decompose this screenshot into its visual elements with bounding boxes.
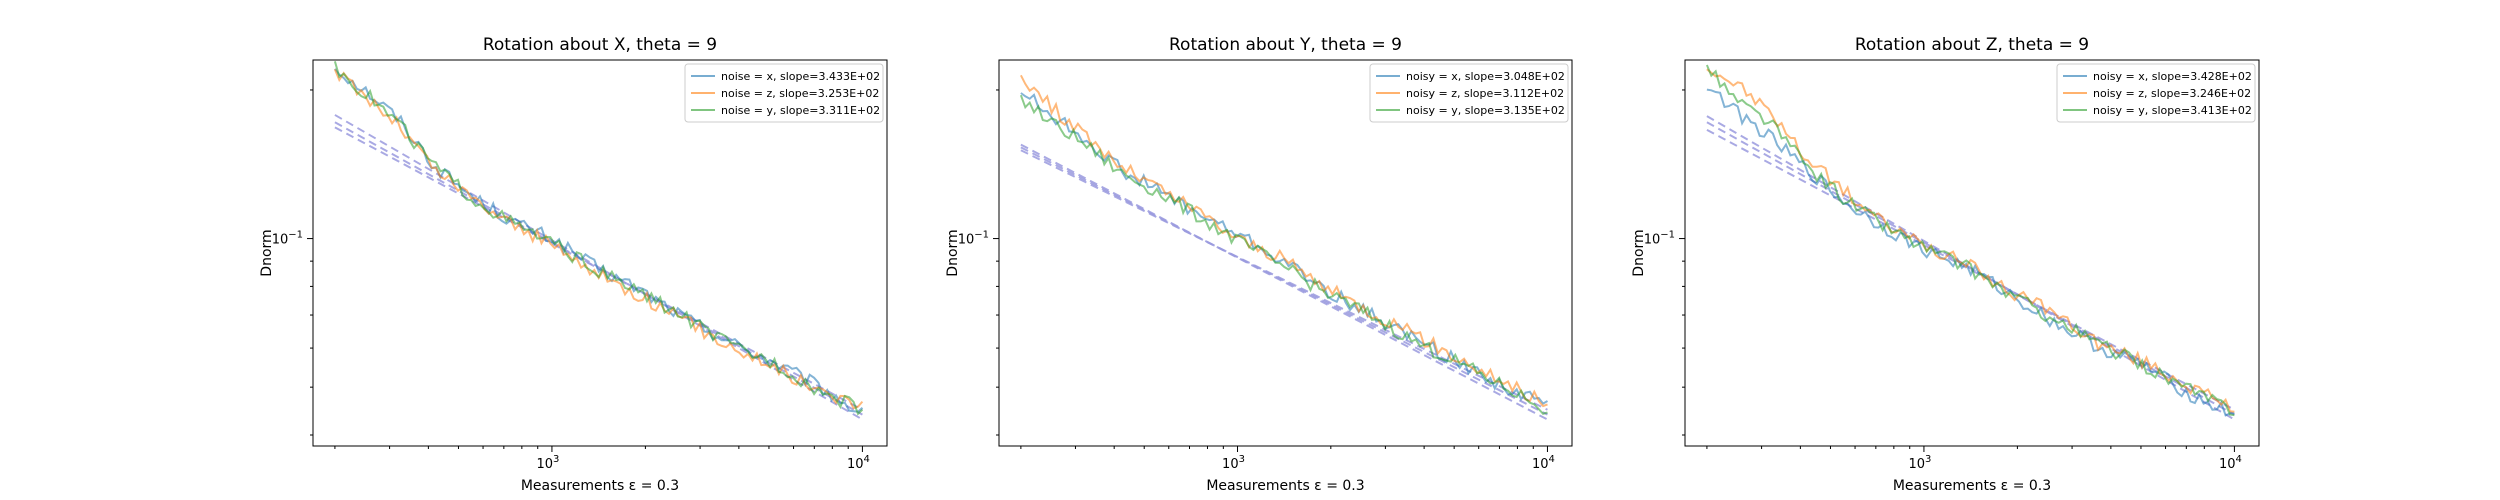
x-tick-label: 103	[1222, 454, 1245, 472]
x-axis-label: Measurements ε = 0.3	[1206, 478, 1364, 494]
series-line-3	[333, 61, 864, 416]
legend-entry: noisy = x, slope=3.048E+02	[1406, 70, 1565, 83]
chart-title: Rotation about Z, theta = 9	[1855, 35, 2089, 55]
legend-box	[2056, 63, 2256, 123]
x-tick-label: 104	[1532, 454, 1555, 472]
y-tick-label: 10−1	[272, 230, 303, 248]
series-line-2	[1020, 74, 1548, 408]
legend-entry: noisy = y, slope=3.135E+02	[1406, 104, 1565, 117]
legend-box	[684, 63, 884, 123]
series-line-3	[1019, 94, 1548, 415]
legend-entry: noisy = z, slope=3.112E+02	[1406, 87, 1564, 100]
x-tick-label: 104	[847, 454, 870, 472]
legend-entry: noise = y, slope=3.311E+02	[721, 104, 880, 117]
series-line-2	[1706, 68, 2235, 413]
fit-line-3	[1020, 149, 1548, 411]
y-axis-label: Dnorm	[259, 229, 275, 276]
axes-frame	[312, 59, 888, 447]
legend-entry: noisy = y, slope=3.413E+02	[2093, 104, 2252, 117]
x-axis-label: Measurements ε = 0.3	[1893, 478, 2051, 494]
fit-line-2	[1020, 146, 1548, 416]
y-tick-label: 10−1	[1644, 230, 1675, 248]
chart-title: Rotation about X, theta = 9	[483, 35, 717, 55]
chart-panel-1: Rotation about X, theta = 9 Measurements …	[259, 35, 888, 494]
series-line-3	[1705, 64, 2235, 417]
chart-panel-2: Rotation about Y, theta = 9 Measurements …	[945, 35, 1573, 494]
legend-entry: noisy = z, slope=3.246E+02	[2093, 87, 2251, 100]
y-tick-label: 10−1	[958, 230, 989, 248]
axes-frame	[1684, 59, 2260, 447]
x-axis-label: Measurements ε = 0.3	[521, 478, 679, 494]
series-line-1	[1706, 88, 2235, 417]
chart-title: Rotation about Y, theta = 9	[1169, 35, 1402, 55]
x-tick-label: 103	[536, 454, 559, 472]
y-axis-label: Dnorm	[945, 229, 961, 276]
x-tick-label: 104	[2219, 454, 2242, 472]
legend-box	[1369, 63, 1569, 123]
fit-line-2	[1706, 121, 2235, 416]
chart-panel-3: Rotation about Z, theta = 9 Measurements …	[1631, 35, 2260, 494]
fit-line-1	[1020, 143, 1548, 421]
fit-line-1	[334, 114, 863, 421]
legend-entry: noise = x, slope=3.433E+02	[721, 70, 880, 83]
fit-line-3	[1706, 129, 2235, 411]
series-line-1	[1020, 92, 1549, 405]
y-axis-label: Dnorm	[1631, 229, 1647, 276]
legend-entry: noise = z, slope=3.253E+02	[721, 87, 879, 100]
axes-frame	[998, 59, 1573, 447]
x-tick-label: 103	[1908, 454, 1931, 472]
legend-entry: noisy = x, slope=3.428E+02	[2093, 70, 2252, 83]
